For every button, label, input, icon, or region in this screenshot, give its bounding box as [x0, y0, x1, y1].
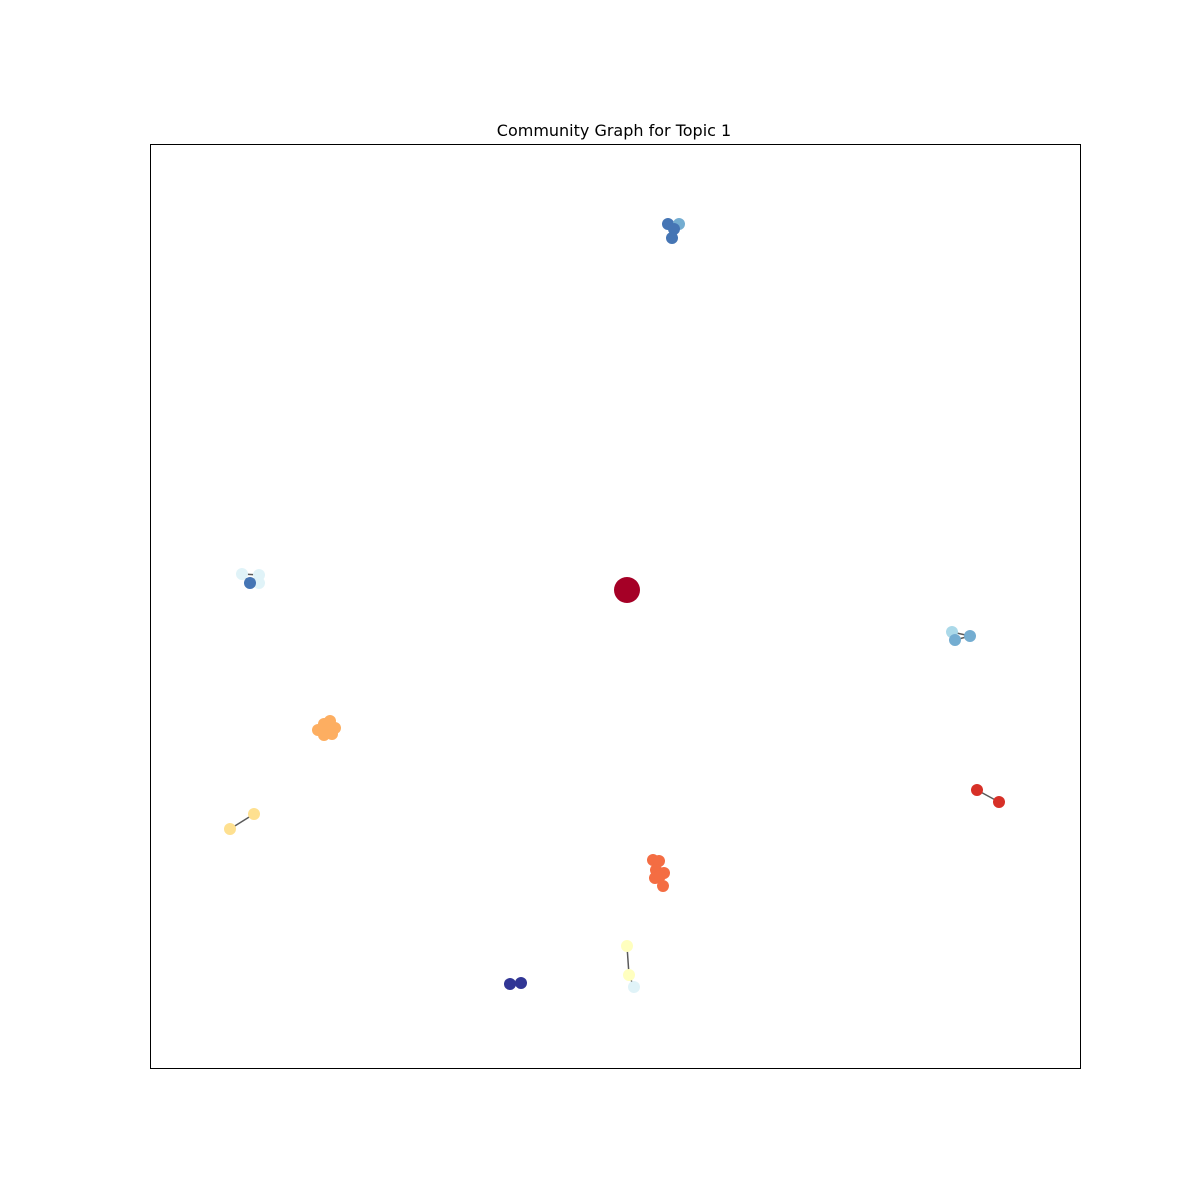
graph-node: [964, 630, 976, 642]
plot-area: [150, 144, 1081, 1069]
graph-node: [504, 978, 516, 990]
nodes-layer: [224, 218, 1005, 993]
community-top-cluster: [662, 218, 685, 244]
graph-node: [949, 634, 961, 646]
graph-node: [628, 981, 640, 993]
community-center-hub: [614, 577, 640, 603]
graph-node: [623, 969, 635, 981]
graph-node: [326, 728, 338, 740]
community-bottom-orange-cluster: [647, 854, 670, 892]
graph-node: [621, 940, 633, 952]
community-right-red-pair: [971, 784, 1005, 808]
community-bottom-navy-pair: [504, 977, 527, 990]
graph-node: [614, 577, 640, 603]
community-bottom-yellow-chain: [621, 940, 640, 993]
community-left-yellow-pair: [224, 808, 260, 835]
community-left-upper-cluster: [236, 568, 265, 589]
graph-node: [244, 577, 256, 589]
graph-node: [657, 880, 669, 892]
graph-node: [248, 808, 260, 820]
graph-node: [224, 823, 236, 835]
graph-node: [993, 796, 1005, 808]
graph-node: [515, 977, 527, 989]
community-right-pair-blue: [946, 626, 976, 646]
graph-node: [253, 577, 265, 589]
graph-node: [971, 784, 983, 796]
graph-node: [236, 568, 248, 580]
figure-title: Community Graph for Topic 1: [497, 121, 731, 140]
graph-node: [668, 223, 680, 235]
axes-frame: [150, 144, 1081, 1069]
community-left-orange-cluster: [312, 715, 341, 741]
graph-node: [654, 870, 666, 882]
graph-node: [666, 232, 678, 244]
